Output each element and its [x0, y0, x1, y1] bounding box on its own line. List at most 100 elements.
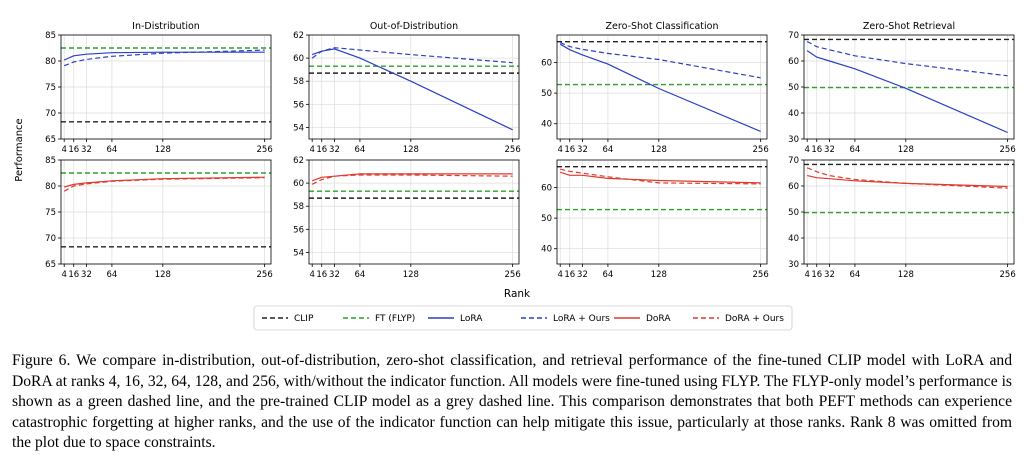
x-tick-label: 4 — [61, 270, 66, 280]
x-tick-label: 32 — [577, 270, 588, 280]
x-tick-label: 256 — [1000, 145, 1016, 155]
y-tick-label: 85 — [45, 31, 56, 41]
x-tick-label: 16 — [811, 145, 822, 155]
x-tick-label: 16 — [811, 270, 822, 280]
y-axis-label: Performance — [14, 118, 25, 181]
y-tick-label: 40 — [541, 120, 552, 130]
x-tick-label: 32 — [824, 270, 835, 280]
y-tick-label: 70 — [788, 31, 799, 41]
x-tick-label: 16 — [564, 145, 575, 155]
x-tick-label: 4 — [61, 145, 66, 155]
y-tick-label: 30 — [788, 135, 799, 145]
series-lora-ours — [806, 40, 1008, 77]
x-tick-label: 128 — [651, 270, 667, 280]
panel-title: Zero-Shot Retrieval — [863, 21, 955, 32]
y-tick-label: 60 — [541, 184, 552, 194]
x-tick-label: 32 — [824, 145, 835, 155]
y-tick-label: 70 — [45, 234, 56, 244]
panel-2-1: 4 16 32 64 128 256 65 70 75 80 85 — [45, 156, 273, 280]
legend-label-lora: LoRA — [460, 314, 483, 324]
x-tick-label: 32 — [81, 145, 92, 155]
y-tick-label: 60 — [293, 179, 304, 189]
series-dora-ours — [560, 168, 761, 185]
legend-label-lora-ours: LoRA + Ours — [553, 314, 610, 324]
panel-title: Zero-Shot Classification — [606, 21, 719, 32]
y-tick-label: 62 — [293, 156, 304, 166]
panel-2-4: 4 16 32 64 128 256 30 40 50 60 70 — [788, 156, 1016, 280]
y-tick-label: 60 — [541, 59, 552, 69]
y-tick-label: 62 — [293, 31, 304, 41]
y-tick-label: 60 — [788, 182, 799, 192]
x-tick-label: 16 — [316, 145, 327, 155]
series-dora-ours — [311, 174, 513, 185]
series-dora — [560, 171, 761, 184]
axes-frame — [308, 34, 520, 140]
x-tick-label: 4 — [309, 145, 314, 155]
x-tick-label: 32 — [329, 145, 340, 155]
x-tick-label: 32 — [329, 270, 340, 280]
x-tick-label: 64 — [354, 145, 365, 155]
y-tick-label: 60 — [293, 54, 304, 64]
panel-title: In-Distribution — [132, 21, 200, 32]
legend-label-dora: DoRA — [646, 314, 671, 324]
x-tick-label: 128 — [898, 145, 914, 155]
axes-frame — [308, 159, 520, 265]
y-tick-label: 30 — [788, 260, 799, 270]
x-tick-label: 128 — [403, 145, 419, 155]
x-tick-label: 32 — [577, 145, 588, 155]
x-tick-label: 256 — [753, 145, 769, 155]
panel-1-1: 4 16 32 64 128 256 65 70 75 80 85 In-Distribution — [45, 21, 273, 155]
x-tick-label: 64 — [849, 270, 860, 280]
y-tick-label: 50 — [788, 83, 799, 93]
x-tick-label: 64 — [106, 145, 117, 155]
series-lora-ours — [559, 42, 761, 79]
x-tick-label: 32 — [81, 270, 92, 280]
x-tick-label: 64 — [106, 270, 117, 280]
x-tick-label: 64 — [602, 145, 613, 155]
panel-1-2: 4 16 32 64 128 256 54 56 58 60 62 Out-of-Distributi… — [293, 21, 521, 155]
panel-2-3: 4 16 32 64 128 256 40 50 60 — [541, 159, 769, 280]
y-tick-label: 56 — [293, 100, 304, 110]
x-tick-label: 256 — [257, 270, 273, 280]
x-tick-label: 16 — [68, 270, 79, 280]
y-tick-label: 40 — [788, 109, 799, 119]
y-tick-label: 65 — [45, 260, 56, 270]
y-tick-label: 50 — [541, 89, 552, 99]
panel-1-4: 4 16 32 64 128 256 30 40 50 60 70 Zero-Shot Retriev… — [788, 21, 1016, 155]
legend: CLIP FT (FLYP) LoRA LoRA + Ours DoRA DoRA + O… — [253, 305, 793, 331]
x-tick-label: 256 — [753, 270, 769, 280]
x-tick-label: 128 — [155, 145, 171, 155]
x-tick-label: 128 — [403, 270, 419, 280]
x-tick-label: 256 — [505, 145, 521, 155]
panel-1-3: 4 16 32 64 128 256 40 50 60 Zero-Shot Classificat… — [541, 21, 769, 155]
legend-label-clip: CLIP — [294, 314, 314, 324]
x-tick-label: 256 — [257, 145, 273, 155]
y-tick-label: 80 — [45, 182, 56, 192]
series-dora — [807, 175, 1008, 188]
x-tick-label: 128 — [898, 270, 914, 280]
x-tick-label: 16 — [316, 270, 327, 280]
y-tick-label: 80 — [45, 57, 56, 67]
y-tick-label: 50 — [541, 214, 552, 224]
y-tick-label: 56 — [293, 225, 304, 235]
series-lora — [559, 43, 761, 132]
x-tick-label: 128 — [155, 270, 171, 280]
y-tick-label: 58 — [293, 202, 304, 212]
y-tick-label: 40 — [541, 245, 552, 255]
y-tick-label: 85 — [45, 156, 56, 166]
y-tick-label: 70 — [788, 156, 799, 166]
x-tick-label: 4 — [804, 270, 809, 280]
y-tick-label: 60 — [788, 57, 799, 67]
y-tick-label: 70 — [45, 109, 56, 119]
x-tick-label: 4 — [557, 270, 562, 280]
series-lora — [806, 50, 1008, 134]
series-dora — [311, 173, 513, 182]
legend-label-ft-flyp: FT (FLYP) — [375, 314, 415, 324]
series-dora-ours — [63, 177, 265, 192]
x-tick-label: 64 — [354, 270, 365, 280]
y-tick-label: 75 — [45, 83, 56, 93]
x-axis-label: Rank — [504, 288, 531, 300]
panel-2-2: 4 16 32 64 128 256 54 56 58 60 62 — [293, 156, 521, 280]
x-tick-label: 64 — [849, 145, 860, 155]
